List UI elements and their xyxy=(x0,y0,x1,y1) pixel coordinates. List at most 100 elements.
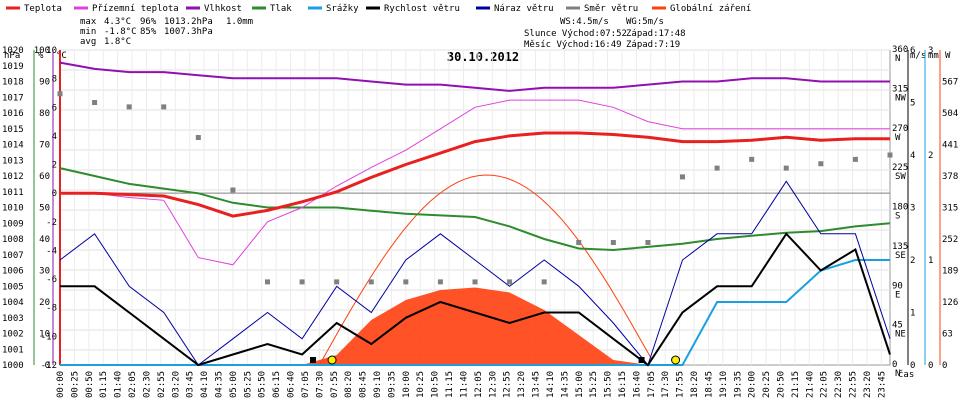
tick-time: 19:10 xyxy=(719,371,729,398)
wind-direction-point xyxy=(92,100,98,105)
tick-hpa: 1008 xyxy=(2,235,24,245)
sun-theoretical-arc xyxy=(318,174,652,366)
tick-w: 252 xyxy=(942,235,958,245)
tick-dir-name: E xyxy=(895,290,900,300)
info-sun-set: Západ:17:48 xyxy=(626,29,686,39)
tick-mm: 1 xyxy=(928,256,933,266)
tick-time: 02:55 xyxy=(157,371,167,398)
stats-avg-label: avg xyxy=(80,37,96,47)
tick-hpa: 1003 xyxy=(2,314,24,324)
tick-w: 441 xyxy=(942,141,958,151)
tick-hpa: 1020 xyxy=(2,46,24,56)
sunrise-marker xyxy=(327,355,337,365)
tick-dir: 270 xyxy=(892,124,908,134)
tick-hpa: 1006 xyxy=(2,267,24,277)
tick-time: 06:40 xyxy=(287,371,297,398)
x-axis: 00:00 00:25 00:50 01:15 01:40 02:05 02:30 02:55… xyxy=(56,369,914,398)
tick-hpa: 1015 xyxy=(2,125,24,135)
tick-mm: 2 xyxy=(928,151,933,161)
tick-time: 08:45 xyxy=(359,371,369,398)
tick-pct: 30 xyxy=(39,267,50,277)
tick-pct: 90 xyxy=(39,78,50,88)
sunset-marker xyxy=(671,355,681,365)
tick-time: 08:20 xyxy=(344,371,354,398)
tick-ms: 4 xyxy=(910,151,915,161)
series-rychlost-vetru xyxy=(60,232,891,367)
stats-min-press: 1007.3hPa xyxy=(164,27,213,37)
tick-time: 16:40 xyxy=(632,371,642,398)
wind-direction-point xyxy=(887,152,893,158)
moonrise-marker xyxy=(638,357,645,363)
tick-time: 15:00 xyxy=(575,371,585,398)
legend-label-0: Teplota xyxy=(24,4,62,14)
tick-degc: 8 xyxy=(52,75,57,85)
tick-time: 20:50 xyxy=(776,371,786,398)
tick-dir-name: N xyxy=(895,369,900,379)
tick-degc: -10 xyxy=(41,332,57,342)
unit-w: W xyxy=(945,51,951,61)
tick-time: 06:15 xyxy=(272,371,282,398)
tick-degc: 2 xyxy=(52,161,57,171)
stats-max-rain: 1.0mm xyxy=(226,17,253,27)
tick-time: 04:10 xyxy=(200,371,210,398)
tick-time: 12:05 xyxy=(474,371,484,398)
moonset-marker xyxy=(310,357,317,363)
tick-w: 189 xyxy=(942,267,958,277)
wind-direction-point xyxy=(126,104,132,110)
legend-label-1: Přízemní teplota xyxy=(92,4,179,14)
tick-mm: 3 xyxy=(928,46,933,56)
tick-dir-name: S xyxy=(895,212,900,222)
tick-degc: 4 xyxy=(52,132,57,142)
wind-direction-point xyxy=(161,104,167,110)
tick-dir-name: W xyxy=(895,133,901,143)
tick-pct: 10 xyxy=(39,330,50,340)
tick-ms: 1 xyxy=(910,309,915,319)
wind-direction-point xyxy=(818,161,824,167)
tick-time: 17:05 xyxy=(647,371,657,398)
tick-ms: 2 xyxy=(910,256,915,266)
tick-time: 20:00 xyxy=(748,371,758,398)
tick-time: 03:20 xyxy=(171,371,181,398)
tick-pct: 60 xyxy=(39,172,50,182)
tick-time: 13:45 xyxy=(532,371,542,398)
stats-min-label: min xyxy=(80,27,96,37)
tick-degc: 6 xyxy=(52,103,57,113)
tick-hpa: 1011 xyxy=(2,188,24,198)
tick-time: 07:55 xyxy=(330,371,340,398)
info-moon: Měsíc Východ:16:49 xyxy=(524,40,622,50)
wind-direction-point xyxy=(403,279,409,285)
tick-dir: 360 xyxy=(892,45,908,55)
tick-degc: -8 xyxy=(46,304,57,314)
tick-pct: 40 xyxy=(39,235,50,245)
unit-ms: m/s xyxy=(910,51,926,61)
series-tlak xyxy=(59,167,891,252)
wind-direction-point xyxy=(265,279,270,285)
tick-dir-name: SE xyxy=(895,251,906,261)
tick-pct: 0 xyxy=(45,361,50,371)
tick-hpa: 1017 xyxy=(2,93,24,103)
unit-mm: mm xyxy=(928,51,939,61)
tick-time: 13:20 xyxy=(517,371,527,398)
tick-ms: 0 xyxy=(910,361,915,371)
tick-hpa: 1009 xyxy=(2,219,24,229)
wind-direction-point xyxy=(749,156,755,162)
tick-w: 504 xyxy=(942,109,958,119)
tick-dir-name: N xyxy=(895,54,900,64)
tick-time: 19:35 xyxy=(733,371,743,398)
tick-time: 12:30 xyxy=(488,371,498,398)
stats-max-label: max xyxy=(80,17,97,27)
tick-time: 03:45 xyxy=(186,371,196,398)
tick-time: 16:15 xyxy=(618,371,628,398)
tick-dir-name: SW xyxy=(895,172,906,182)
tick-time: 04:35 xyxy=(215,371,225,398)
tick-time: 10:00 xyxy=(402,371,412,398)
tick-time: 00:00 xyxy=(56,371,66,398)
tick-hpa: 1001 xyxy=(2,345,24,355)
wind-direction-point xyxy=(368,279,374,285)
tick-time: 12:55 xyxy=(503,371,513,398)
tick-degc: -2 xyxy=(46,218,57,228)
tick-time: 00:50 xyxy=(85,371,95,398)
tick-time: 17:55 xyxy=(676,371,686,398)
unit-hpa: hPa xyxy=(4,51,20,61)
